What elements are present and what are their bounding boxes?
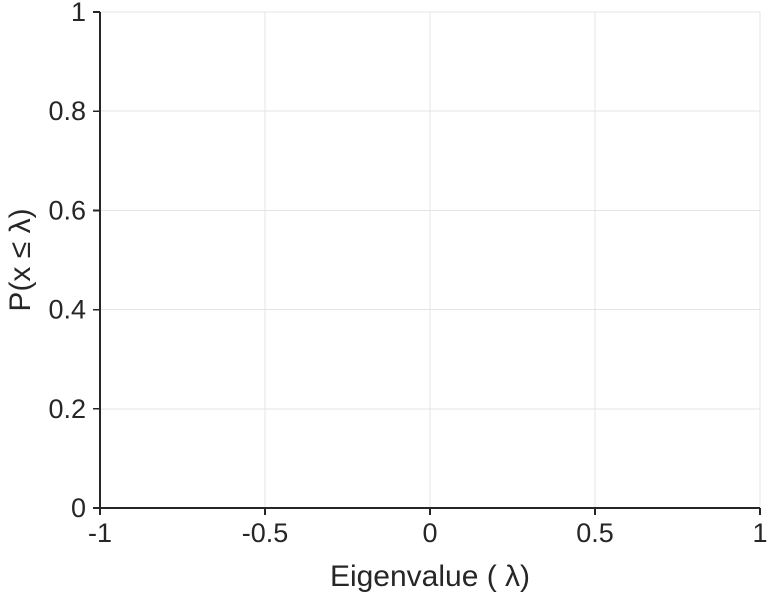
x-tick-label: 0 — [422, 518, 437, 548]
x-tick-label: 0.5 — [576, 518, 614, 548]
y-tick-label: 0.2 — [48, 394, 86, 424]
x-axis-label: Eigenvalue ( λ) — [330, 560, 530, 593]
x-tick-label: 1 — [752, 518, 767, 548]
y-tick-label: 0.8 — [48, 96, 86, 126]
x-tick-label: -1 — [88, 518, 112, 548]
x-tick-label: -0.5 — [242, 518, 289, 548]
y-tick-label: 0.4 — [48, 295, 86, 325]
y-tick-label: 0.6 — [48, 195, 86, 225]
y-tick-label: 1 — [71, 0, 86, 27]
y-axis-label: P(x ≤ λ) — [4, 208, 37, 311]
y-tick-label: 0 — [71, 493, 86, 523]
